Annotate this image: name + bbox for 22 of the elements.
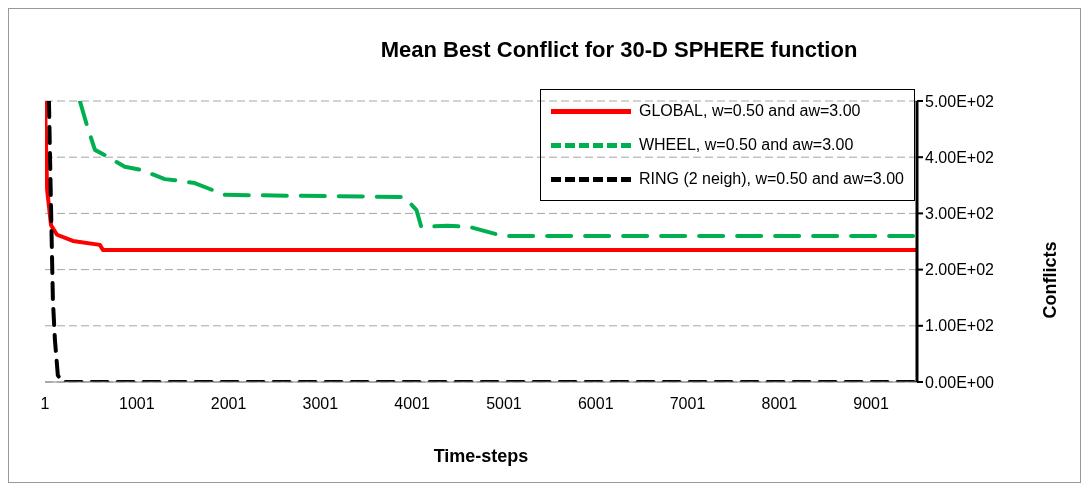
x-tick-label: 4001 bbox=[394, 395, 431, 413]
chart-title: Mean Best Conflict for 30-D SPHERE function bbox=[379, 37, 859, 63]
x-tick-label: 1001 bbox=[118, 395, 155, 413]
y-tick-label: 4.00E+02 bbox=[925, 148, 995, 166]
x-tick-label: 2001 bbox=[210, 395, 247, 413]
x-tick-label: 9001 bbox=[853, 395, 889, 413]
y-tick-label: 5.00E+02 bbox=[925, 92, 995, 110]
x-tick-label: 1 bbox=[40, 395, 50, 413]
y-axis-title: Conflicts bbox=[1040, 241, 1061, 319]
x-tick-label: 8001 bbox=[761, 395, 798, 413]
y-tick-label: 2.00E+02 bbox=[925, 261, 995, 279]
legend-label: GLOBAL, w=0.50 and aw=3.00 bbox=[638, 102, 861, 120]
y-tick-label: 1.00E+02 bbox=[925, 317, 995, 335]
x-tick-label: 7001 bbox=[669, 395, 706, 413]
y-tick-label: 3.00E+02 bbox=[925, 205, 995, 223]
legend-label: WHEEL, w=0.50 and aw=3.00 bbox=[638, 136, 854, 154]
x-tick-label: 3001 bbox=[302, 395, 339, 413]
x-axis-title: Time-steps bbox=[433, 446, 529, 466]
y-tick-label: 0.00E+00 bbox=[925, 373, 995, 391]
legend-label: RING (2 neigh), w=0.50 and aw=3.00 bbox=[638, 170, 904, 188]
x-tick-label: 6001 bbox=[577, 395, 614, 413]
x-tick-label: 5001 bbox=[486, 395, 522, 413]
